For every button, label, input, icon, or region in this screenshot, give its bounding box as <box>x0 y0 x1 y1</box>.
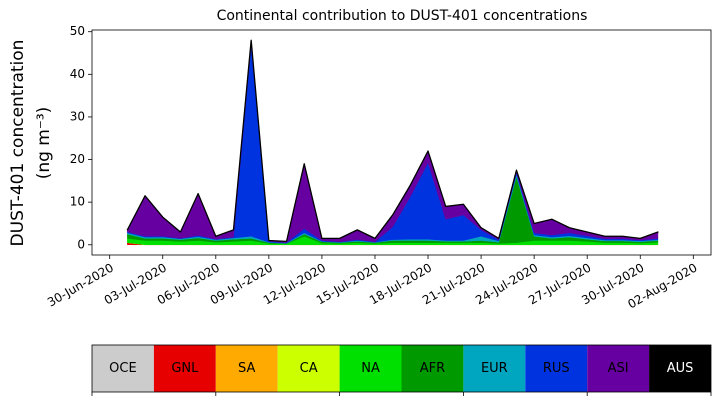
legend-label: OCE <box>109 361 137 376</box>
legend-label: EUR <box>481 361 508 376</box>
legend-swatch <box>525 345 588 392</box>
legend-swatch <box>587 345 650 392</box>
area <box>127 39 659 243</box>
legend-label: SA <box>238 361 255 376</box>
legend-label: NA <box>361 361 380 376</box>
y-tick-label: 50 <box>70 24 85 38</box>
y-axis-label: (ng m⁻³) <box>34 107 54 180</box>
plot-frame <box>91 29 712 256</box>
area <box>126 39 659 243</box>
y-tick-label: 30 <box>70 109 85 123</box>
legend-swatch <box>153 345 216 392</box>
legend-frame <box>91 344 712 393</box>
legend-swatch <box>92 345 154 392</box>
legend-label: CA <box>300 361 318 376</box>
y-tick-label: 20 <box>70 152 85 166</box>
legend-swatch <box>339 345 402 392</box>
legend-label: RUS <box>543 361 570 376</box>
y-tick-label: 40 <box>70 67 85 81</box>
legend-label: AFR <box>420 361 445 376</box>
y-tick-label: 0 <box>77 237 85 251</box>
legend-swatch <box>401 345 464 392</box>
legend-label: ASI <box>608 361 629 376</box>
legend-label: GNL <box>171 361 199 376</box>
legend-swatch <box>277 345 340 392</box>
legend-label: AUS <box>667 361 694 376</box>
chart-title: Continental contribution to DUST-401 con… <box>217 8 588 24</box>
legend-swatch <box>649 345 711 392</box>
y-axis-label: DUST-401 concentration <box>8 40 28 247</box>
legend-swatch <box>215 345 278 392</box>
legend-swatch <box>463 345 526 392</box>
y-tick-label: 10 <box>70 195 85 209</box>
